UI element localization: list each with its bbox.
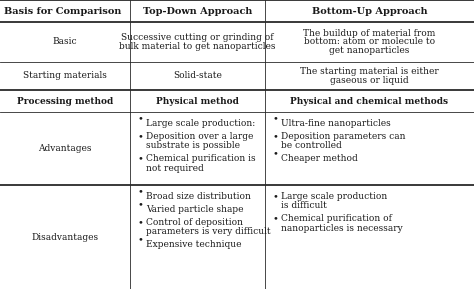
Text: Successive cutting or grinding of: Successive cutting or grinding of xyxy=(121,33,274,42)
Text: •: • xyxy=(272,214,278,224)
Text: Cheaper method: Cheaper method xyxy=(281,154,358,163)
Text: not required: not required xyxy=(146,164,204,173)
Text: substrate is possible: substrate is possible xyxy=(146,141,240,150)
Text: Basic: Basic xyxy=(53,38,77,47)
Text: is difficult: is difficult xyxy=(281,201,327,210)
Text: •: • xyxy=(137,236,143,244)
Text: Broad size distribution: Broad size distribution xyxy=(146,192,251,201)
Text: •: • xyxy=(137,132,143,141)
Text: •: • xyxy=(272,192,278,201)
Text: Chemical purification is: Chemical purification is xyxy=(146,154,255,163)
Text: be controlled: be controlled xyxy=(281,141,342,150)
Text: Processing method: Processing method xyxy=(17,97,113,105)
Text: Deposition over a large: Deposition over a large xyxy=(146,132,254,141)
Text: •: • xyxy=(137,218,143,227)
Text: gaseous or liquid: gaseous or liquid xyxy=(330,76,409,85)
Text: •: • xyxy=(137,200,143,209)
Text: Physical method: Physical method xyxy=(156,97,239,105)
Text: •: • xyxy=(272,150,278,159)
Text: Ultra-fine nanoparticles: Ultra-fine nanoparticles xyxy=(281,119,391,128)
Text: •: • xyxy=(272,132,278,141)
Text: Deposition parameters can: Deposition parameters can xyxy=(281,132,405,141)
Text: Large scale production: Large scale production xyxy=(281,192,387,201)
Text: Solid-state: Solid-state xyxy=(173,71,222,81)
Text: nanoparticles is necessary: nanoparticles is necessary xyxy=(281,224,403,233)
Text: bulk material to get nanoparticles: bulk material to get nanoparticles xyxy=(119,42,276,51)
Text: bottom: atom or molecule to: bottom: atom or molecule to xyxy=(304,38,435,47)
Text: Basis for Comparison: Basis for Comparison xyxy=(4,6,121,16)
Text: parameters is very difficult: parameters is very difficult xyxy=(146,227,271,236)
Text: •: • xyxy=(137,114,143,123)
Text: •: • xyxy=(137,188,143,197)
Text: Large scale production:: Large scale production: xyxy=(146,119,255,128)
Text: Disadvantages: Disadvantages xyxy=(31,232,99,242)
Text: The buildup of material from: The buildup of material from xyxy=(303,29,436,38)
Text: Physical and chemical methods: Physical and chemical methods xyxy=(291,97,448,105)
Text: Bottom-Up Approach: Bottom-Up Approach xyxy=(312,6,428,16)
Text: Advantages: Advantages xyxy=(38,144,92,153)
Text: Top-Down Approach: Top-Down Approach xyxy=(143,6,252,16)
Text: Varied particle shape: Varied particle shape xyxy=(146,205,244,214)
Text: Expensive technique: Expensive technique xyxy=(146,240,241,249)
Text: •: • xyxy=(137,154,143,163)
Text: Chemical purification of: Chemical purification of xyxy=(281,214,392,223)
Text: get nanoparticles: get nanoparticles xyxy=(329,46,410,55)
Text: The starting material is either: The starting material is either xyxy=(300,67,439,76)
Text: Starting materials: Starting materials xyxy=(23,71,107,81)
Text: •: • xyxy=(272,114,278,123)
Text: Control of deposition: Control of deposition xyxy=(146,218,243,227)
